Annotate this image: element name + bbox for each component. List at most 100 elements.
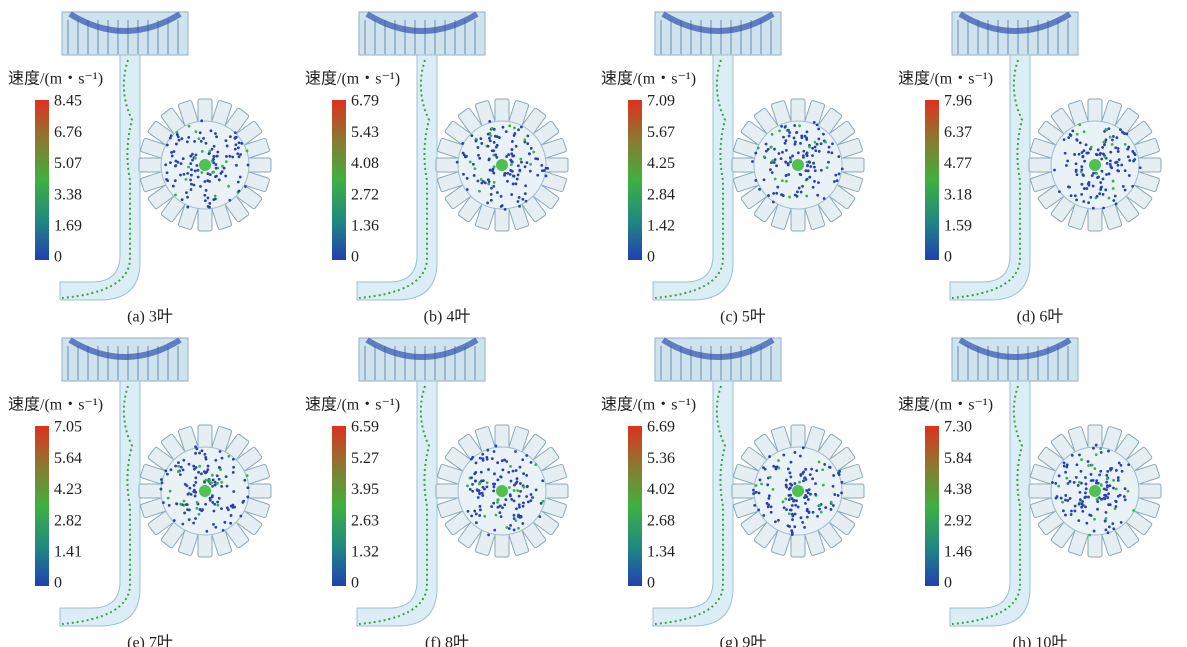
particle (536, 158, 539, 161)
panel: 速度/(m・s⁻¹)7.966.374.773.181.590(d) 6叶 (898, 12, 1161, 326)
particle (807, 491, 810, 494)
particle (1120, 464, 1123, 467)
particle (1070, 194, 1073, 197)
particle (1123, 495, 1126, 498)
particle (207, 205, 210, 208)
particle (1075, 162, 1078, 165)
particle (820, 511, 823, 514)
particle (766, 483, 769, 486)
particle (1112, 487, 1115, 490)
impeller-hub (1089, 485, 1101, 497)
colorbar-tick-label: 1.36 (351, 217, 379, 234)
colorbar-tick-label: 4.38 (944, 481, 972, 498)
particle (759, 478, 762, 481)
particle (185, 178, 188, 181)
particle (491, 149, 494, 152)
particle (824, 506, 827, 509)
particle (474, 479, 477, 482)
particle (1105, 173, 1108, 176)
particle (1112, 187, 1115, 190)
particle (522, 486, 525, 489)
particle (832, 504, 835, 507)
particle (488, 120, 491, 123)
particle (513, 175, 516, 178)
particle (188, 487, 191, 490)
particle (1099, 181, 1102, 184)
particle (798, 481, 801, 484)
colorbar-tick-label: 7.96 (944, 93, 972, 110)
particle (818, 504, 821, 507)
particle (1080, 168, 1083, 171)
particle (1124, 143, 1127, 146)
particle (1082, 200, 1085, 203)
particle (169, 161, 172, 164)
particle (172, 185, 175, 188)
particle (1081, 500, 1084, 503)
particle (1095, 172, 1098, 175)
particle (188, 463, 191, 466)
particle (1104, 156, 1107, 159)
particle (1067, 482, 1070, 485)
particle (801, 185, 804, 188)
impeller-blade (247, 158, 271, 172)
colorbar-tick-label: 5.43 (351, 124, 379, 141)
particle (788, 512, 791, 515)
particle (472, 163, 475, 166)
particle (799, 474, 802, 477)
particle (1114, 195, 1117, 198)
colorbar (628, 426, 642, 586)
colorbar-tick-label: 0 (54, 575, 62, 592)
particle (214, 484, 217, 487)
particle (840, 492, 843, 495)
particle (837, 472, 840, 475)
particle (520, 126, 523, 129)
particle (789, 476, 792, 479)
particle (180, 162, 183, 165)
particle (1084, 492, 1087, 495)
particle (195, 154, 198, 157)
colorbar-tick-label: 3.95 (351, 481, 379, 498)
particle (1105, 495, 1108, 498)
particle (173, 150, 176, 153)
particle (1080, 193, 1083, 196)
particle (765, 143, 768, 146)
particle (816, 143, 819, 146)
particle (1079, 141, 1082, 144)
impeller-blade (495, 207, 509, 231)
particle (1067, 136, 1070, 139)
particle (201, 150, 204, 153)
particle (1082, 174, 1085, 177)
particle (515, 469, 518, 472)
particle (517, 128, 520, 131)
particle (190, 183, 193, 186)
particle (225, 475, 228, 478)
colorbar-tick-label: 7.05 (54, 419, 82, 436)
particle (514, 182, 517, 185)
colorbar-tick-label: 5.27 (351, 450, 379, 467)
particle (516, 477, 519, 480)
particle (1073, 153, 1076, 156)
particle (1105, 488, 1108, 491)
particle (177, 461, 180, 464)
particle (212, 523, 215, 526)
particle (1119, 128, 1122, 131)
particle (1100, 451, 1103, 454)
particle (214, 459, 217, 462)
particle (493, 472, 496, 475)
particle (1070, 134, 1073, 137)
particle (208, 152, 211, 155)
particle (1105, 138, 1108, 141)
particle (1099, 152, 1102, 155)
particle (772, 201, 775, 204)
impeller-hub (1089, 159, 1101, 171)
particle (1053, 169, 1056, 172)
particle (1104, 188, 1107, 191)
colorbar-tick-label: 1.32 (351, 543, 379, 560)
particle (1110, 467, 1113, 470)
legend-title: 速度/(m・s⁻¹) (898, 396, 993, 414)
particle (789, 494, 792, 497)
particle (489, 134, 492, 137)
particle (811, 154, 814, 157)
particle (195, 448, 198, 451)
particle (1093, 518, 1096, 521)
